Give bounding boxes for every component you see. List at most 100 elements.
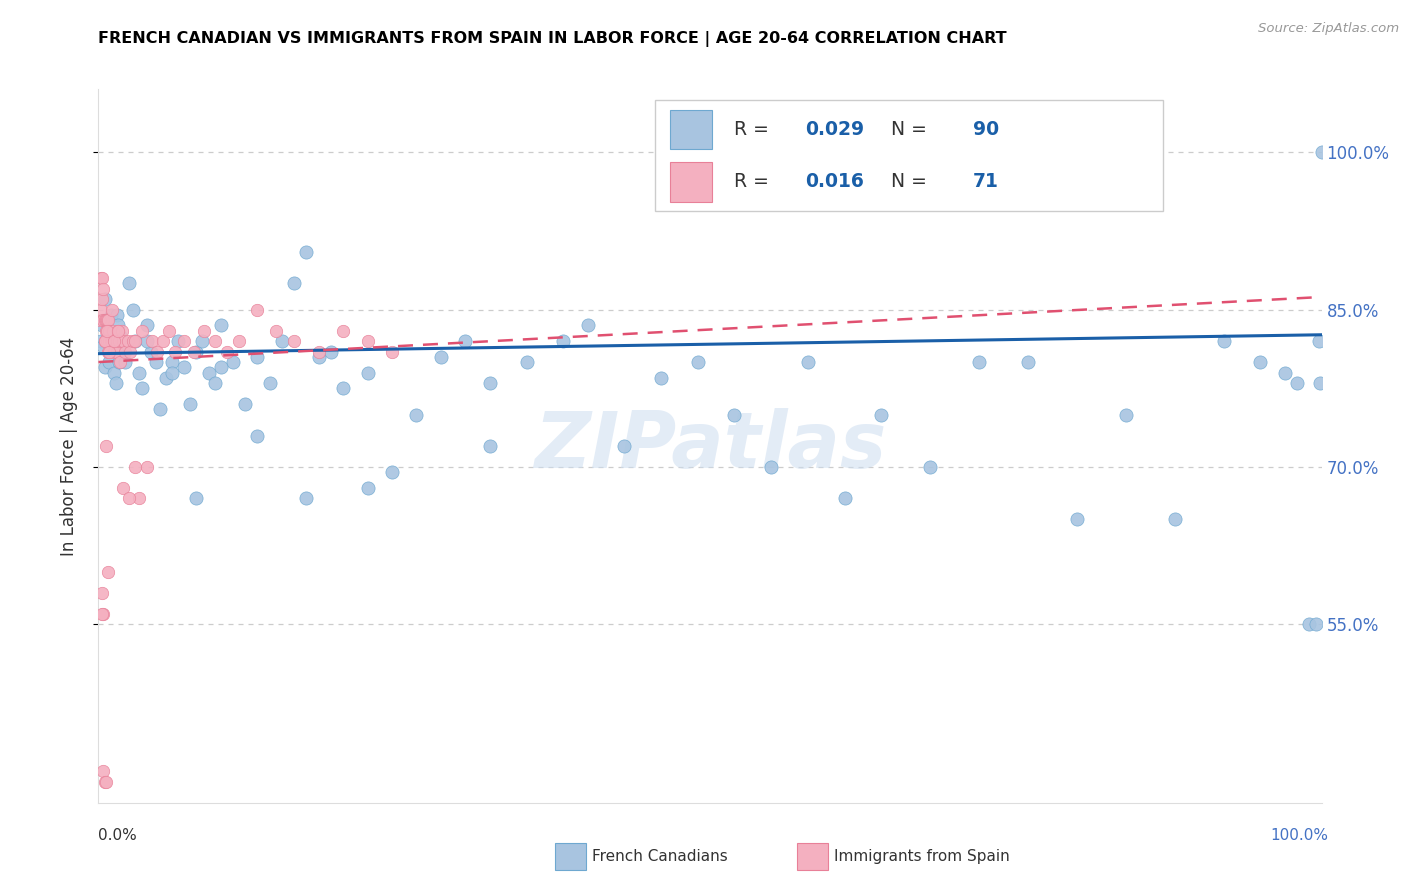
Point: [141, 334, 163, 348]
Point: [332, 381, 354, 395]
Point: [91, 318, 114, 333]
Point: [183, 344, 205, 359]
Point: [90, 334, 112, 348]
Point: [124, 334, 146, 348]
Point: [308, 350, 330, 364]
Text: 71: 71: [973, 172, 998, 192]
Point: [1298, 617, 1320, 632]
Y-axis label: In Labor Force | Age 20-64: In Labor Force | Age 20-64: [59, 336, 77, 556]
Point: [186, 491, 208, 506]
Point: [381, 465, 404, 479]
Point: [118, 491, 141, 506]
Point: [405, 408, 427, 422]
Point: [105, 344, 128, 359]
Point: [91, 586, 114, 600]
Point: [1309, 376, 1331, 390]
Point: [124, 334, 146, 348]
Point: [101, 334, 124, 348]
Point: [356, 334, 378, 348]
Point: [124, 460, 146, 475]
Point: [761, 460, 783, 475]
Point: [96, 334, 118, 348]
Point: [686, 355, 709, 369]
Point: [110, 328, 132, 343]
Point: [1017, 355, 1039, 369]
Point: [650, 371, 672, 385]
Point: [111, 324, 134, 338]
Point: [1066, 512, 1088, 526]
Text: Source: ZipAtlas.com: Source: ZipAtlas.com: [1258, 22, 1399, 36]
Point: [100, 334, 122, 348]
Point: [478, 439, 501, 453]
Point: [1286, 376, 1309, 390]
Point: [98, 324, 121, 338]
Point: [101, 339, 124, 353]
Point: [111, 344, 134, 359]
Point: [209, 318, 232, 333]
Point: [139, 344, 162, 359]
Point: [97, 344, 120, 359]
Point: [186, 344, 208, 359]
Point: [89, 313, 111, 327]
Point: [101, 302, 124, 317]
Point: [723, 408, 745, 422]
Point: [121, 334, 143, 348]
Point: [233, 397, 256, 411]
Point: [155, 371, 177, 385]
Point: [94, 324, 117, 338]
Point: [94, 313, 117, 327]
Point: [160, 366, 183, 380]
Point: [91, 282, 114, 296]
Point: [797, 355, 820, 369]
Text: N =: N =: [879, 172, 932, 192]
Point: [97, 324, 120, 338]
Point: [204, 376, 226, 390]
Point: [91, 607, 114, 621]
Point: [93, 292, 115, 306]
Point: [131, 324, 153, 338]
Point: [332, 324, 354, 338]
Point: [191, 334, 214, 348]
Point: [118, 277, 141, 291]
Point: [1310, 145, 1333, 160]
Point: [356, 481, 378, 495]
Point: [98, 334, 121, 348]
Point: [1212, 334, 1234, 348]
Point: [204, 334, 226, 348]
Point: [1274, 366, 1296, 380]
Point: [295, 491, 318, 506]
Point: [91, 764, 114, 779]
Point: [308, 344, 330, 359]
Point: [94, 774, 117, 789]
Point: [93, 334, 115, 348]
Text: Immigrants from Spain: Immigrants from Spain: [834, 849, 1010, 863]
Point: [576, 318, 599, 333]
Bar: [655, 100, 1163, 211]
Point: [110, 355, 132, 369]
Bar: [669, 162, 713, 202]
Point: [270, 334, 294, 348]
Text: R =: R =: [734, 120, 775, 139]
Point: [1115, 408, 1137, 422]
Point: [90, 302, 112, 317]
Point: [98, 344, 121, 359]
Point: [104, 334, 127, 348]
Point: [193, 324, 215, 338]
Point: [613, 439, 636, 453]
Point: [136, 318, 159, 333]
Point: [101, 328, 124, 343]
Point: [108, 355, 131, 369]
Point: [117, 334, 139, 348]
Point: [246, 302, 269, 317]
Point: [101, 324, 124, 338]
Point: [128, 366, 150, 380]
Point: [104, 376, 127, 390]
Point: [91, 339, 114, 353]
Point: [97, 313, 120, 327]
Point: [103, 334, 125, 348]
Point: [97, 565, 120, 579]
Point: [246, 428, 269, 442]
Point: [103, 366, 125, 380]
Point: [167, 334, 190, 348]
Point: [111, 339, 134, 353]
